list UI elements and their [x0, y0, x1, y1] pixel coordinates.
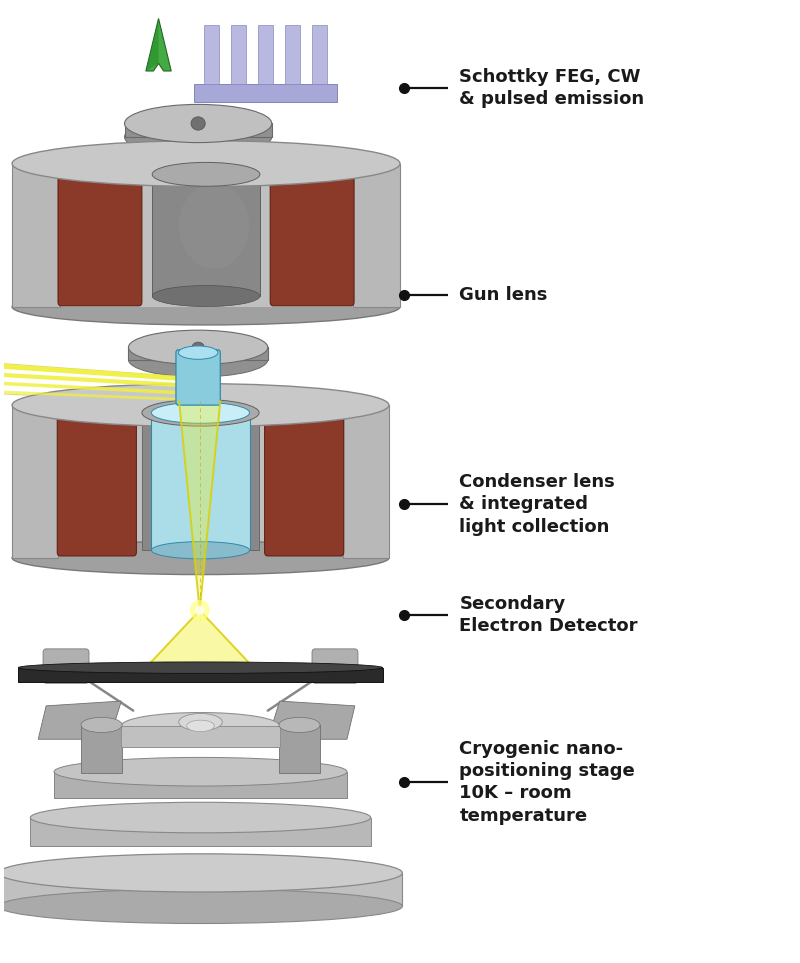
Ellipse shape: [151, 403, 250, 424]
Text: Condenser lens
& integrated
light collection: Condenser lens & integrated light collec…: [459, 473, 615, 535]
Ellipse shape: [54, 757, 347, 786]
Polygon shape: [125, 123, 272, 137]
Ellipse shape: [18, 662, 382, 673]
Ellipse shape: [152, 286, 260, 306]
Polygon shape: [30, 818, 370, 846]
Ellipse shape: [125, 104, 272, 143]
Polygon shape: [194, 85, 337, 101]
Polygon shape: [151, 413, 250, 550]
Polygon shape: [146, 611, 254, 667]
Polygon shape: [146, 18, 158, 71]
Polygon shape: [18, 667, 382, 682]
Polygon shape: [179, 402, 220, 611]
Polygon shape: [54, 771, 347, 798]
Ellipse shape: [191, 117, 206, 130]
FancyBboxPatch shape: [81, 725, 122, 772]
Polygon shape: [0, 872, 402, 906]
Polygon shape: [312, 25, 326, 85]
Polygon shape: [146, 18, 171, 71]
Ellipse shape: [12, 541, 389, 575]
Polygon shape: [258, 25, 273, 85]
Polygon shape: [268, 701, 355, 740]
Ellipse shape: [151, 541, 250, 559]
FancyBboxPatch shape: [312, 649, 358, 684]
Ellipse shape: [195, 606, 205, 615]
Ellipse shape: [190, 600, 210, 621]
Ellipse shape: [0, 889, 402, 924]
Text: Gun lens: Gun lens: [459, 286, 548, 304]
Polygon shape: [285, 25, 300, 85]
Polygon shape: [204, 25, 219, 85]
Ellipse shape: [179, 183, 249, 269]
Ellipse shape: [178, 714, 222, 731]
Ellipse shape: [0, 854, 402, 892]
Polygon shape: [343, 405, 389, 558]
FancyBboxPatch shape: [58, 407, 136, 556]
Ellipse shape: [279, 717, 320, 733]
Polygon shape: [353, 164, 400, 307]
Polygon shape: [231, 25, 246, 85]
Polygon shape: [12, 164, 59, 307]
Ellipse shape: [30, 802, 370, 833]
Polygon shape: [129, 348, 268, 360]
Polygon shape: [12, 164, 400, 307]
Ellipse shape: [12, 383, 389, 427]
FancyBboxPatch shape: [43, 649, 89, 684]
Ellipse shape: [178, 346, 218, 359]
Ellipse shape: [129, 330, 268, 365]
Ellipse shape: [81, 717, 122, 733]
Ellipse shape: [125, 117, 272, 156]
Ellipse shape: [122, 713, 280, 740]
Ellipse shape: [12, 141, 400, 187]
Polygon shape: [122, 726, 280, 747]
Polygon shape: [38, 701, 122, 740]
Ellipse shape: [142, 400, 259, 427]
Ellipse shape: [12, 289, 400, 325]
Ellipse shape: [152, 163, 260, 186]
Ellipse shape: [129, 343, 268, 377]
Polygon shape: [12, 405, 389, 558]
FancyBboxPatch shape: [279, 725, 320, 772]
Polygon shape: [142, 413, 259, 550]
FancyBboxPatch shape: [270, 165, 354, 306]
FancyBboxPatch shape: [265, 407, 344, 556]
Polygon shape: [12, 405, 58, 558]
Ellipse shape: [186, 720, 214, 732]
Text: Secondary
Electron Detector: Secondary Electron Detector: [459, 595, 638, 636]
Text: Cryogenic nano-
positioning stage
10K – room
temperature: Cryogenic nano- positioning stage 10K – …: [459, 740, 635, 824]
FancyBboxPatch shape: [58, 165, 142, 306]
Polygon shape: [152, 174, 260, 296]
FancyBboxPatch shape: [176, 350, 220, 405]
Ellipse shape: [192, 342, 205, 353]
Text: Schottky FEG, CW
& pulsed emission: Schottky FEG, CW & pulsed emission: [459, 68, 645, 108]
